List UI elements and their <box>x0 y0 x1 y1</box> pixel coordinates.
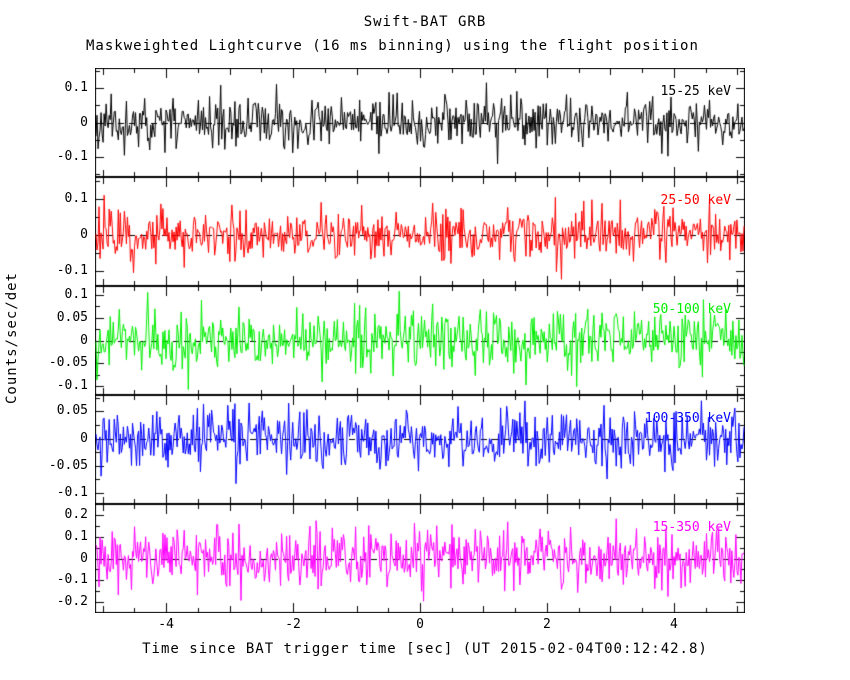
y-tick-label: 0.05 <box>56 309 88 325</box>
figure-subtitle: Maskweighted Lightcurve (16 ms binning) … <box>86 38 699 54</box>
y-tick-label: 0.1 <box>64 80 88 96</box>
y-tick-label: -0.1 <box>56 377 88 393</box>
x-tick-label: -4 <box>158 617 174 632</box>
figure-title: Swift-BAT GRB <box>363 14 487 30</box>
x-tick-label: 0 <box>416 617 424 632</box>
y-tick-label: 0.1 <box>64 190 88 206</box>
x-tick-label: 2 <box>543 617 551 632</box>
y-tick-label: 0.2 <box>64 506 88 522</box>
y-tick-label: 0 <box>80 430 88 446</box>
lightcurve-plot-canvas <box>95 68 745 613</box>
y-tick-label: -0.1 <box>56 148 88 164</box>
x-axis-title: Time since BAT trigger time [sec] (UT 20… <box>142 641 708 657</box>
y-tick-label: 0.1 <box>64 528 88 544</box>
y-tick-label: 0.05 <box>56 403 88 419</box>
energy-band-label: 15-350 keV <box>652 520 731 535</box>
y-tick-label: 0 <box>80 227 88 243</box>
energy-band-label: 50-100 keV <box>652 302 731 317</box>
y-tick-label: -0.1 <box>56 572 88 588</box>
y-tick-label: 0 <box>80 332 88 348</box>
energy-band-label: 100-350 keV <box>644 411 731 426</box>
y-tick-label: 0 <box>80 550 88 566</box>
energy-band-label: 25-50 keV <box>660 193 731 208</box>
y-tick-label: 0 <box>80 114 88 130</box>
energy-band-label: 15-25 keV <box>660 84 731 99</box>
y-axis-title: Counts/sec/det <box>4 272 20 405</box>
x-tick-label: 4 <box>669 617 678 632</box>
y-tick-label: -0.1 <box>56 485 88 501</box>
x-tick-label: -2 <box>285 617 301 632</box>
y-tick-label: -0.05 <box>48 355 88 371</box>
y-tick-label: -0.1 <box>56 263 88 279</box>
y-tick-label: -0.2 <box>56 594 88 610</box>
y-tick-label: -0.05 <box>48 457 88 473</box>
y-tick-label: 0.1 <box>64 287 88 303</box>
